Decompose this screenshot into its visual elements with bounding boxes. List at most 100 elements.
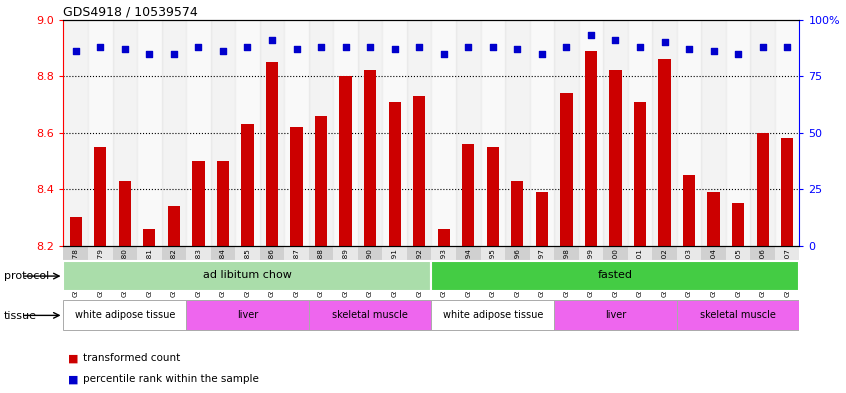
Point [437, 50, 450, 57]
Text: fasted: fasted [598, 270, 633, 281]
Point [412, 44, 426, 50]
Bar [560, 93, 573, 246]
Point [510, 46, 524, 52]
Bar [603, 20, 628, 246]
Bar [118, 181, 131, 246]
Bar [162, 20, 186, 246]
Bar [579, 246, 603, 281]
Point [93, 44, 107, 50]
Text: liver: liver [605, 310, 626, 320]
Bar [486, 147, 499, 246]
Bar [701, 246, 726, 281]
Point [240, 44, 254, 50]
Bar [431, 300, 554, 331]
Bar [309, 246, 333, 281]
Point [69, 48, 82, 55]
Bar [456, 246, 481, 281]
Bar [726, 20, 750, 246]
Bar [554, 246, 579, 281]
Bar [407, 20, 431, 246]
Bar [462, 144, 475, 246]
Bar [235, 246, 260, 281]
Point [780, 44, 794, 50]
Bar [609, 70, 622, 246]
Bar [585, 51, 597, 246]
Bar [186, 20, 211, 246]
Point [118, 46, 131, 52]
Bar [339, 76, 352, 246]
Bar [290, 127, 303, 246]
Text: ■: ■ [68, 374, 78, 384]
Bar [437, 229, 450, 246]
Bar [628, 20, 652, 246]
Text: skeletal muscle: skeletal muscle [700, 310, 776, 320]
Bar [266, 62, 278, 246]
Bar [186, 300, 309, 331]
Bar [775, 20, 799, 246]
Point [142, 50, 156, 57]
Text: transformed count: transformed count [83, 353, 180, 364]
Bar [628, 246, 652, 281]
Bar [658, 59, 671, 246]
Text: tissue: tissue [4, 310, 37, 321]
Bar [186, 246, 211, 281]
Bar [241, 124, 254, 246]
Point [387, 46, 401, 52]
Point [731, 50, 744, 57]
Bar [94, 147, 107, 246]
Point [314, 44, 327, 50]
Point [535, 50, 548, 57]
Bar [333, 20, 358, 246]
Text: ■: ■ [68, 353, 78, 364]
Bar [481, 246, 505, 281]
Point [584, 32, 597, 39]
Bar [63, 261, 431, 291]
Bar [192, 161, 205, 246]
Bar [63, 300, 186, 331]
Bar [309, 300, 431, 331]
Bar [315, 116, 327, 246]
Bar [775, 246, 799, 281]
Point [363, 44, 376, 50]
Point [265, 37, 278, 43]
Bar [235, 20, 260, 246]
Bar [260, 246, 284, 281]
Point [755, 44, 769, 50]
Bar [407, 246, 431, 281]
Point [167, 50, 180, 57]
Bar [358, 20, 382, 246]
Bar [88, 20, 113, 246]
Bar [431, 261, 799, 291]
Bar [69, 217, 82, 246]
Bar [536, 192, 548, 246]
Point [216, 48, 229, 55]
Bar [162, 246, 186, 281]
Text: protocol: protocol [4, 271, 49, 281]
Bar [634, 101, 646, 246]
Bar [554, 300, 677, 331]
Bar [750, 20, 775, 246]
Bar [750, 246, 775, 281]
Bar [481, 20, 505, 246]
Bar [756, 133, 769, 246]
Bar [677, 20, 701, 246]
Bar [143, 229, 156, 246]
Point [657, 39, 671, 46]
Text: white adipose tissue: white adipose tissue [442, 310, 543, 320]
Bar [530, 20, 554, 246]
Text: ad libitum chow: ad libitum chow [203, 270, 292, 281]
Bar [603, 246, 628, 281]
Bar [211, 20, 235, 246]
Bar [554, 20, 579, 246]
Bar [652, 20, 677, 246]
Bar [113, 20, 137, 246]
Point [289, 46, 303, 52]
Bar [683, 175, 695, 246]
Bar [677, 246, 701, 281]
Bar [726, 246, 750, 281]
Bar [364, 70, 376, 246]
Bar [382, 246, 407, 281]
Point [191, 44, 205, 50]
Text: skeletal muscle: skeletal muscle [332, 310, 408, 320]
Bar [388, 101, 401, 246]
